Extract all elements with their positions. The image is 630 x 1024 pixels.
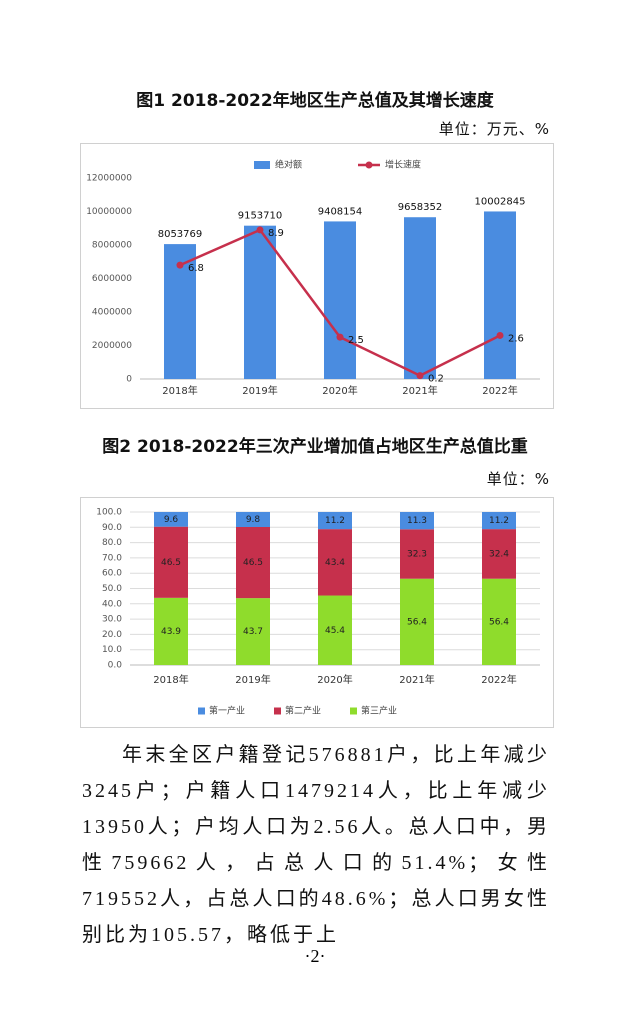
legend-swatch (350, 707, 357, 715)
data-label: 10002845 (475, 196, 526, 207)
line-point (416, 372, 424, 380)
legend-label: 第三产业 (361, 705, 397, 717)
y-tick-label: 80.0 (102, 538, 122, 548)
data-label: 43.7 (243, 627, 263, 637)
data-label: 56.4 (489, 617, 509, 627)
data-label: 11.2 (325, 516, 345, 526)
data-label: 46.5 (161, 558, 181, 568)
data-label: 8053769 (158, 229, 203, 240)
line-point (336, 333, 344, 341)
x-tick-label: 2020年 (322, 384, 357, 397)
chart-title: 图1 2018-2022年地区生产总值及其增长速度 (136, 91, 494, 111)
bar (484, 211, 516, 379)
x-tick-label: 2021年 (399, 673, 434, 686)
unit-note: 单位：% (486, 470, 550, 488)
data-label: 9408154 (318, 206, 363, 217)
x-tick-label: 2018年 (153, 673, 188, 686)
bar-segment (154, 512, 188, 527)
line-point (256, 226, 264, 234)
chart: 0.0 10.0 20.0 30.0 40.0 50.0 60.0 70.0 80.0 90.0 1… (80, 497, 554, 728)
y-tick-label: 100.0 (96, 508, 122, 518)
y-tick-label: 20.0 (102, 630, 122, 640)
x-tick-label: 2022年 (481, 673, 516, 686)
unit-note: 单位：万元、% (438, 120, 550, 138)
y-tick-label: 40.0 (102, 599, 122, 609)
data-label: 56.4 (407, 617, 427, 627)
y-tick-label: 12000000 (86, 174, 132, 184)
x-tick-label: 2020年 (317, 673, 352, 686)
data-label: 43.4 (325, 558, 345, 568)
legend-label: 第一产业 (209, 705, 245, 717)
x-tick-label: 2022年 (482, 384, 517, 397)
y-tick-label: 0 (126, 375, 132, 385)
bar-segment (154, 597, 188, 665)
bar-segment (400, 512, 434, 530)
x-tick-label: 2019年 (242, 384, 277, 397)
y-tick-label: 70.0 (102, 553, 122, 563)
bar-segment (318, 512, 352, 530)
y-tick-label: 8000000 (92, 241, 132, 251)
y-tick-label: 4000000 (92, 308, 132, 318)
data-label: 9.8 (246, 515, 261, 525)
y-tick-label: 50.0 (102, 584, 122, 594)
line-point (496, 331, 504, 339)
y-tick-label: 0.0 (108, 661, 123, 671)
legend-swatch (198, 707, 205, 715)
bar-segment (236, 598, 270, 665)
legend-label: 绝对额 (275, 159, 302, 171)
data-label: 2.6 (508, 333, 524, 344)
legend-label: 增长速度 (385, 159, 421, 171)
data-label: 2.5 (348, 335, 364, 346)
y-tick-label: 30.0 (102, 615, 122, 625)
bar-segment (482, 529, 516, 579)
data-label: 32.4 (489, 549, 509, 559)
y-tick-label: 6000000 (92, 274, 132, 284)
chart-title: 图2 2018-2022年三次产业增加值占地区生产总值比重 (102, 437, 528, 457)
bar-segment (400, 578, 434, 665)
legend-swatch (254, 161, 270, 169)
legend-swatch (274, 707, 281, 715)
legend-swatch (365, 161, 373, 169)
legend-label: 第二产业 (285, 705, 321, 717)
data-label: 11.3 (407, 516, 427, 526)
data-label: 32.3 (407, 549, 427, 559)
data-label: 0.2 (428, 374, 444, 385)
bar (404, 217, 436, 379)
data-label: 43.9 (161, 627, 181, 637)
bar (244, 225, 276, 379)
bar-segment (154, 526, 188, 598)
data-label: 9153710 (238, 211, 283, 222)
data-label: 9.6 (164, 515, 179, 525)
bar-segment (236, 526, 270, 599)
x-tick-label: 2018年 (162, 384, 197, 397)
bar-segment (318, 595, 352, 665)
data-label: 11.2 (489, 516, 509, 526)
data-label: 6.8 (188, 263, 204, 274)
chart-frame (80, 143, 554, 409)
y-tick-label: 2000000 (92, 341, 132, 351)
bar-segment (318, 529, 352, 596)
y-tick-label: 10000000 (86, 207, 132, 217)
y-tick-label: 60.0 (102, 569, 122, 579)
bar-segment (482, 578, 516, 665)
data-label: 8.9 (268, 228, 284, 239)
bar-segment (400, 529, 434, 579)
data-label: 9658352 (398, 202, 443, 213)
data-label: 46.5 (243, 558, 263, 568)
bar-segment (236, 512, 270, 527)
bar-segment (482, 512, 516, 530)
y-tick-label: 10.0 (102, 645, 122, 655)
line-point (176, 261, 184, 269)
bar (324, 221, 356, 379)
x-tick-label: 2019年 (235, 673, 270, 686)
page-number: ·2· (304, 946, 326, 966)
x-tick-label: 2021年 (402, 384, 437, 397)
body-paragraph: 年末全区户籍登记576881户，比上年减少3245户；户籍人口1479214人，… (82, 744, 550, 946)
data-label: 45.4 (325, 626, 345, 636)
y-tick-label: 90.0 (102, 523, 122, 533)
chart: 0 2000000 4000000 6000000 8000000 10000000 120… (80, 143, 554, 409)
